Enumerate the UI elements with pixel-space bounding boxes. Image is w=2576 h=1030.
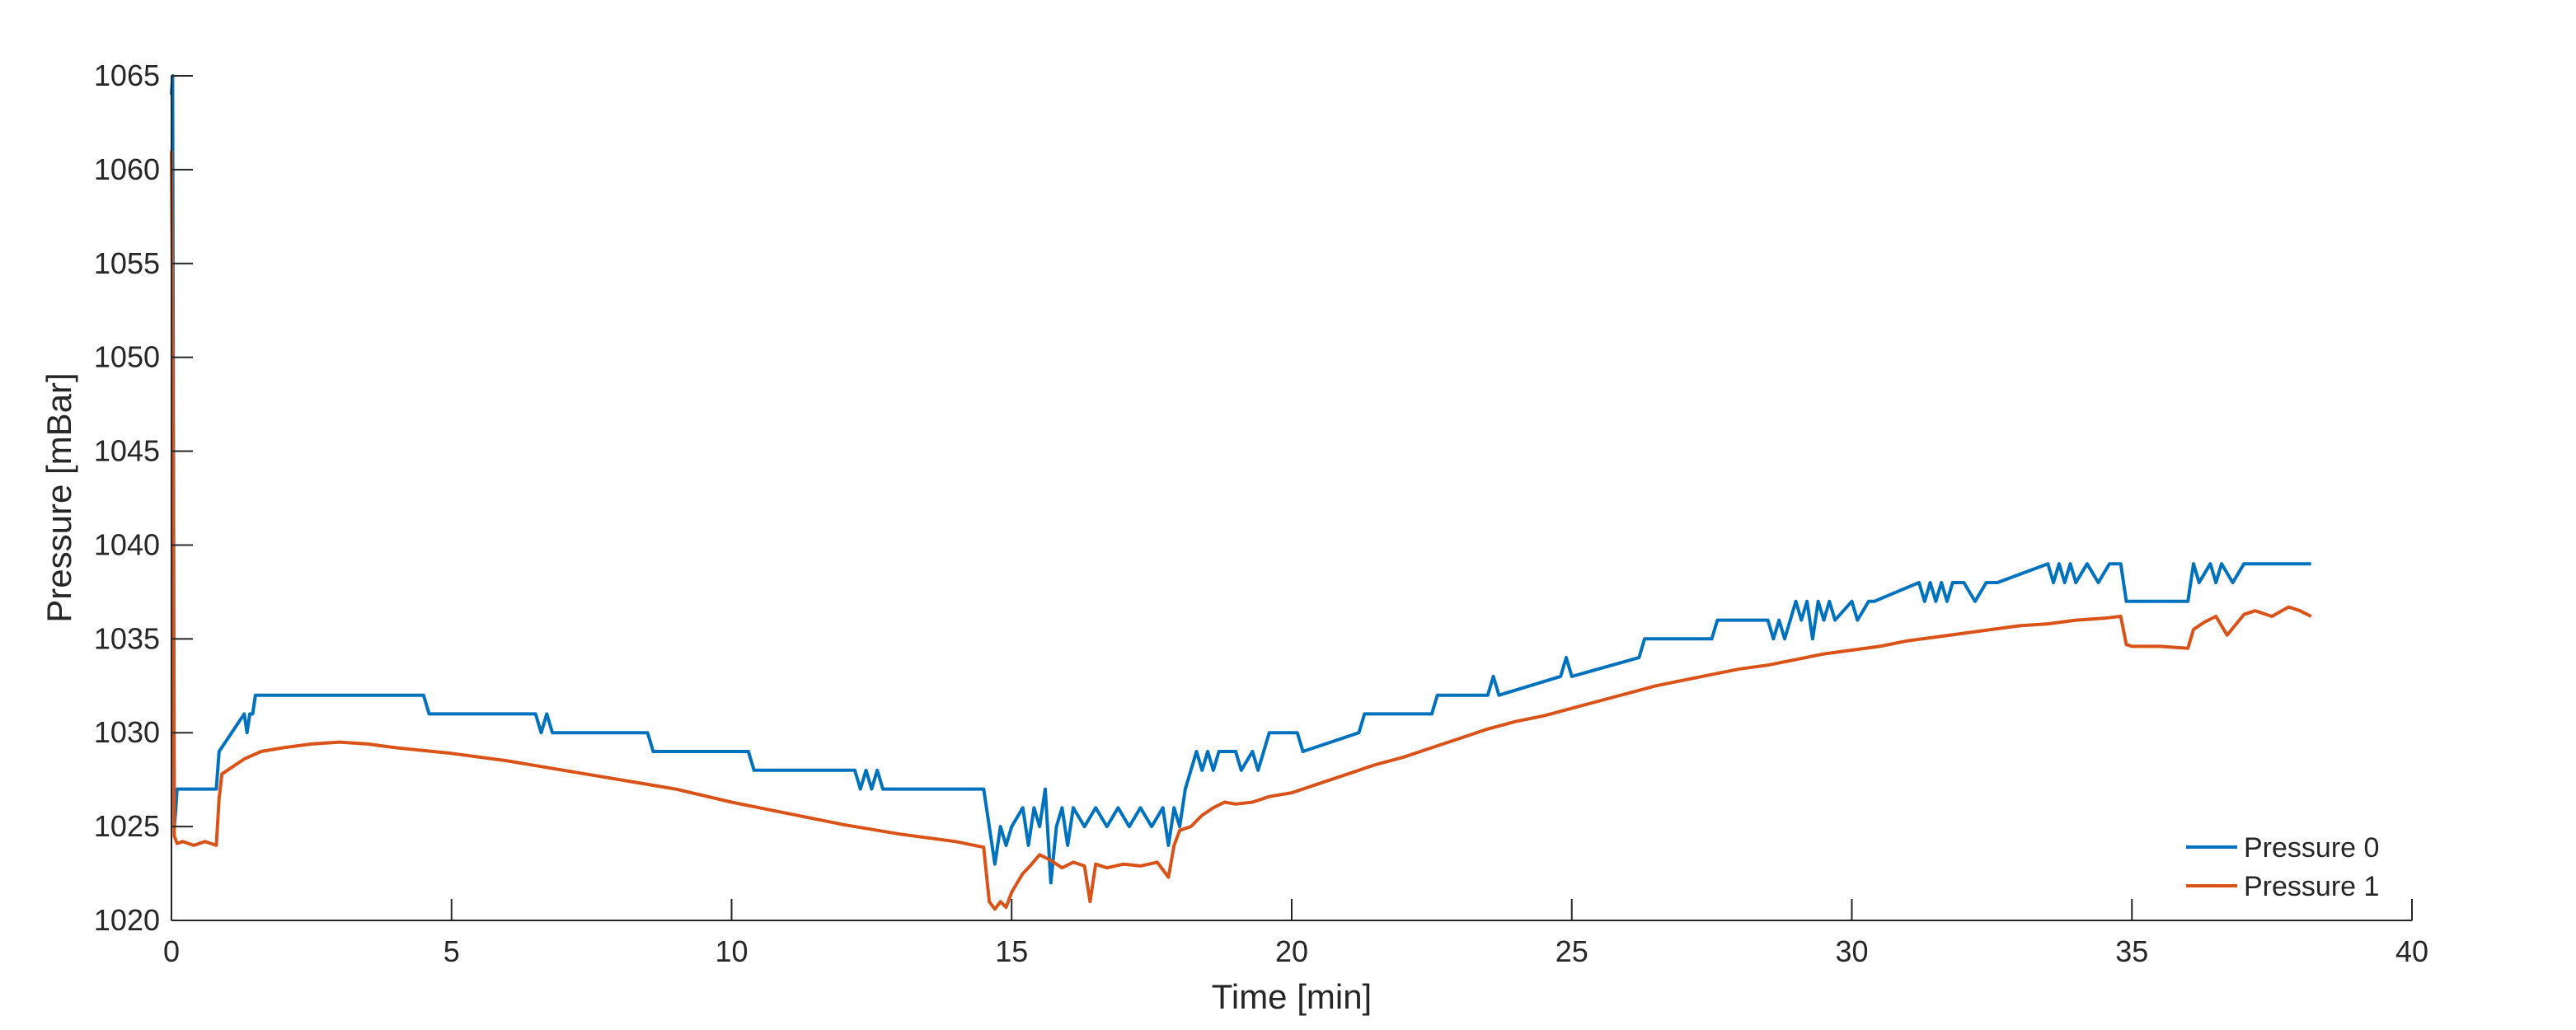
y-tick-label: 1045 — [94, 434, 160, 468]
y-tick-label: 1060 — [94, 152, 160, 186]
x-tick-label: 40 — [2395, 934, 2428, 968]
x-tick-label: 15 — [995, 934, 1028, 968]
x-tick-label: 20 — [1275, 934, 1308, 968]
y-tick-label: 1035 — [94, 621, 160, 655]
legend-entry-label: Pressure 1 — [2244, 871, 2379, 902]
y-tick-label: 1040 — [94, 527, 160, 561]
y-tick-label: 1050 — [94, 340, 160, 374]
x-ticks: 0 5 10 15 20 25 30 35 40 — [163, 899, 2428, 968]
series-line-pressure-0 — [170, 74, 2311, 885]
legend: Pressure 0 Pressure 1 — [2186, 832, 2379, 902]
y-tick-label: 1055 — [94, 246, 160, 280]
x-tick-label: 30 — [1835, 934, 1868, 968]
series-line-pressure-1 — [170, 151, 2312, 911]
x-tick-label: 5 — [443, 934, 460, 968]
y-axis-label: Pressure [mBar] — [40, 372, 78, 622]
x-axis-label: Time [min] — [1212, 977, 1372, 1016]
x-tick-label: 35 — [2115, 934, 2148, 968]
y-tick-label: 1020 — [94, 903, 160, 937]
x-tick-label: 10 — [715, 934, 748, 968]
y-tick-label: 1025 — [94, 809, 160, 843]
y-tick-label: 1065 — [94, 59, 160, 92]
y-ticks: 1020 1025 1030 1035 1040 1045 1050 1055 1060 1065 — [94, 59, 193, 937]
plot-lines — [170, 74, 2312, 911]
x-tick-label: 25 — [1555, 934, 1588, 968]
legend-entry-label: Pressure 0 — [2244, 832, 2379, 864]
y-tick-label: 1030 — [94, 715, 160, 749]
x-tick-label: 0 — [163, 934, 180, 968]
